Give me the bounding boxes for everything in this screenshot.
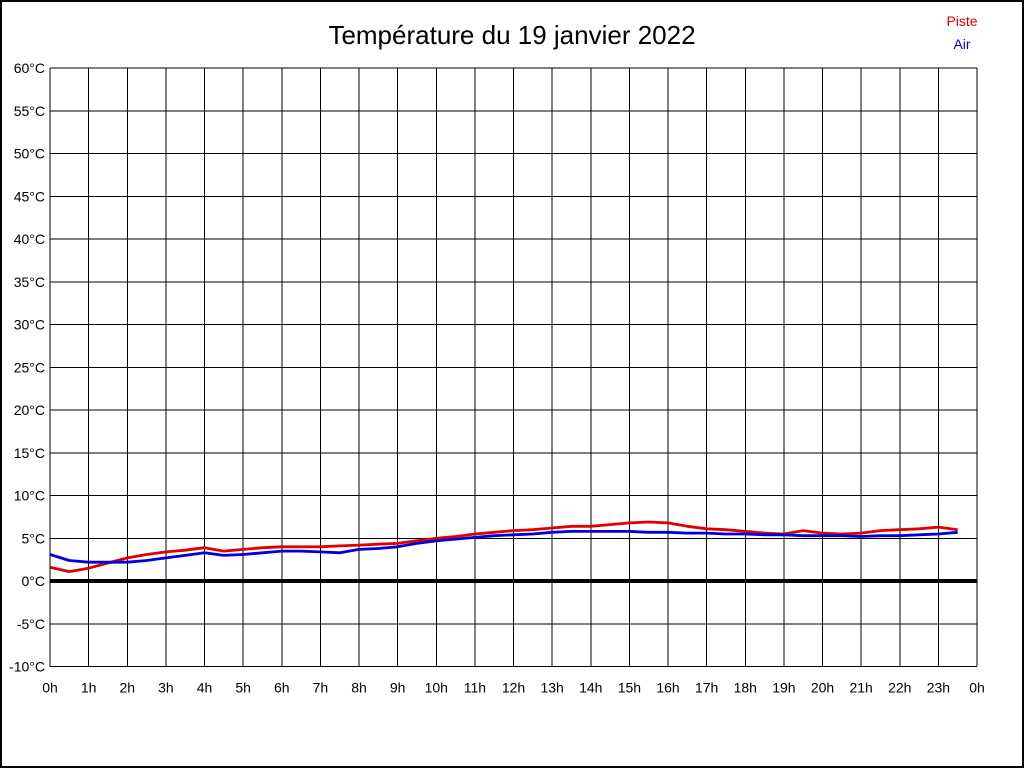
y-tick-label: 25°C [14, 359, 45, 375]
y-tick-label: 55°C [14, 103, 45, 119]
x-tick-label: 2h [119, 680, 135, 696]
series-air-line [49, 530, 958, 564]
x-tick-label: 15h [618, 680, 641, 696]
y-tick-label: 35°C [14, 274, 45, 290]
x-tick-label: 1h [81, 680, 97, 696]
x-tick-label: 21h [849, 680, 872, 696]
x-tick-label: 9h [390, 680, 406, 696]
y-tick-label: 60°C [14, 60, 45, 76]
x-tick-label: 4h [197, 680, 213, 696]
x-tick-label: 0h [969, 680, 985, 696]
x-tick-label: 8h [351, 680, 367, 696]
x-tick-label: 0h [42, 680, 58, 696]
x-tick-label: 3h [158, 680, 174, 696]
x-tick-label: 5h [235, 680, 251, 696]
y-tick-label: 30°C [14, 317, 45, 333]
x-tick-label: 14h [579, 680, 602, 696]
y-tick-label: 20°C [14, 402, 45, 418]
legend-item-air: Air [953, 36, 971, 52]
x-tick-label: 13h [540, 680, 563, 696]
chart-legend: Piste Air [920, 10, 1004, 56]
y-tick-label: 15°C [14, 445, 45, 461]
y-tick-label: -5°C [17, 616, 45, 632]
x-tick-label: 23h [927, 680, 950, 696]
x-tick-label: 22h [888, 680, 911, 696]
x-tick-label: 18h [734, 680, 757, 696]
x-tick-label: 10h [425, 680, 448, 696]
y-tick-label: 40°C [14, 231, 45, 247]
y-tick-label: 10°C [14, 488, 45, 504]
legend-item-piste: Piste [946, 13, 978, 29]
x-tick-label: 17h [695, 680, 718, 696]
x-tick-label: 7h [313, 680, 329, 696]
y-tick-label: 5°C [22, 530, 46, 546]
x-tick-label: 12h [502, 680, 525, 696]
x-tick-label: 11h [464, 680, 486, 696]
y-tick-label: -10°C [9, 659, 45, 675]
x-tick-label: 19h [772, 680, 795, 696]
series-piste-line [49, 520, 958, 573]
x-tick-label: 20h [811, 680, 834, 696]
x-tick-label: 6h [274, 680, 290, 696]
y-tick-label: 0°C [22, 573, 46, 589]
y-tick-label: 45°C [14, 188, 45, 204]
x-tick-label: 16h [656, 680, 679, 696]
chart-title: Température du 19 janvier 2022 [328, 20, 696, 50]
y-tick-label: 50°C [14, 146, 45, 162]
